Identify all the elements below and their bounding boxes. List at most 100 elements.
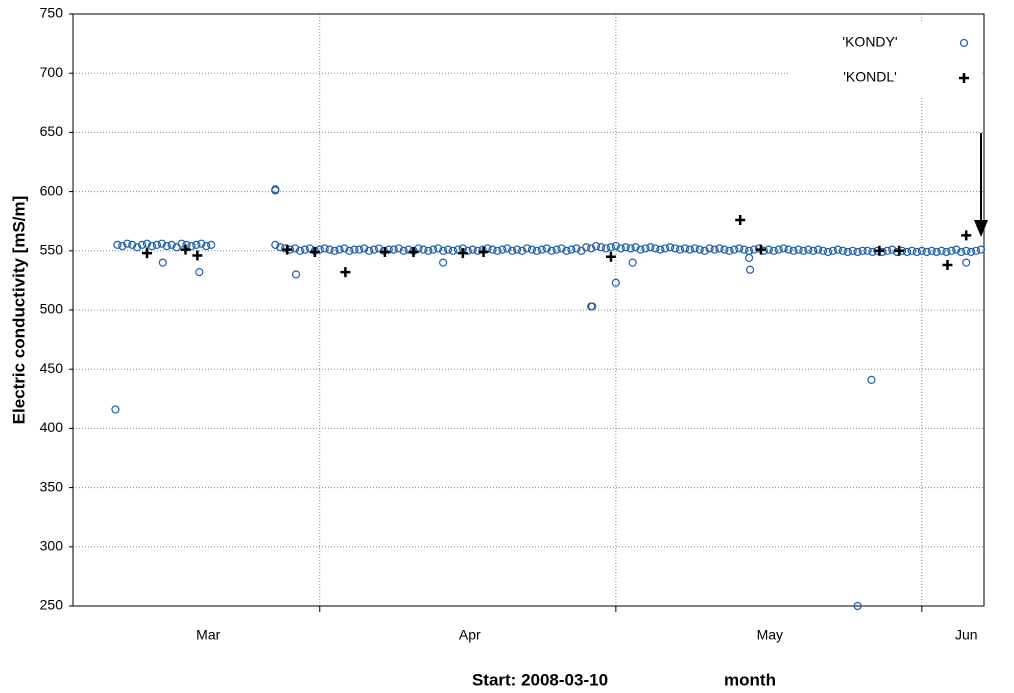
- circle-marker: [611, 278, 620, 287]
- circle-marker: [680, 244, 690, 253]
- circle-marker: [429, 245, 438, 254]
- circle-marker: [345, 246, 354, 255]
- legend-marker: [959, 73, 969, 83]
- circle-marker: [942, 247, 951, 257]
- circle-marker: [128, 240, 137, 249]
- x-tick-label: Mar: [196, 627, 220, 643]
- plus-marker: [408, 246, 419, 257]
- circle-marker: [804, 245, 813, 254]
- circle-marker: [972, 246, 981, 255]
- plus-marker: [605, 251, 616, 262]
- circle-marker: [522, 244, 532, 253]
- circle-marker: [912, 247, 921, 257]
- x-axis-start-label: Start: 2008-03-10: [472, 670, 608, 689]
- circle-marker: [557, 244, 566, 253]
- circle-marker: [626, 244, 635, 253]
- legend-label: 'KONDL': [843, 69, 897, 85]
- circle-marker: [300, 245, 310, 254]
- circle-marker: [527, 245, 537, 254]
- circle-marker: [111, 405, 120, 414]
- circle-marker: [947, 246, 956, 255]
- circle-marker: [158, 258, 167, 267]
- circle-marker: [271, 240, 280, 249]
- circle-marker: [468, 245, 477, 254]
- circle-marker: [335, 245, 344, 254]
- circle-marker: [118, 241, 127, 251]
- circle-marker: [745, 265, 755, 274]
- circle-marker: [740, 245, 749, 254]
- circle-marker: [858, 246, 867, 255]
- circle-marker: [838, 246, 847, 255]
- circle-marker: [611, 241, 620, 251]
- circle-marker: [675, 245, 685, 254]
- circle-marker: [809, 246, 818, 255]
- circle-marker: [503, 244, 512, 253]
- annotation-arrowhead: [974, 220, 988, 237]
- circle-marker: [823, 247, 833, 257]
- circle-marker: [690, 244, 699, 253]
- x-tick-label: Jun: [955, 627, 978, 643]
- circle-marker: [192, 240, 201, 249]
- circle-marker: [276, 243, 285, 252]
- circle-marker: [902, 247, 912, 257]
- y-tick-label: 700: [40, 64, 64, 80]
- circle-marker: [542, 244, 551, 253]
- circle-marker: [952, 245, 961, 254]
- circle-marker: [399, 246, 408, 255]
- circle-marker: [695, 245, 704, 254]
- circle-marker: [962, 246, 971, 255]
- circle-marker: [562, 246, 571, 255]
- circle-marker: [917, 246, 926, 255]
- circle-marker: [799, 246, 808, 255]
- circle-marker: [937, 246, 946, 255]
- plus-marker: [309, 246, 320, 257]
- circle-marker: [355, 245, 364, 254]
- circle-marker: [853, 247, 862, 257]
- circle-marker: [601, 244, 611, 253]
- circle-marker: [700, 246, 709, 255]
- circle-marker: [666, 243, 675, 252]
- y-tick-label: 650: [40, 123, 64, 139]
- circle-marker: [582, 243, 591, 252]
- circle-marker: [794, 245, 803, 254]
- circle-marker: [325, 245, 334, 254]
- circle-marker: [932, 247, 941, 257]
- circle-marker: [572, 244, 581, 253]
- legend-label: 'KONDY': [842, 34, 897, 50]
- circle-marker: [710, 245, 719, 254]
- circle-marker: [621, 243, 630, 252]
- circle-marker: [137, 240, 147, 249]
- circle-marker: [744, 253, 754, 263]
- legend: 'KONDY' 'KONDL': [790, 22, 980, 96]
- circle-marker: [142, 239, 152, 248]
- plus-marker: [457, 248, 468, 259]
- circle-marker: [720, 245, 729, 254]
- circle-marker: [350, 245, 359, 254]
- circle-marker: [596, 243, 606, 252]
- circle-marker: [774, 245, 783, 254]
- circle-marker: [330, 246, 339, 255]
- y-tick-label: 450: [40, 360, 64, 376]
- legend-box: [790, 22, 980, 96]
- plus-marker: [379, 246, 390, 257]
- circle-marker: [976, 245, 986, 254]
- y-tick-label: 600: [40, 182, 64, 198]
- circle-marker: [567, 245, 576, 254]
- plus-marker: [755, 244, 766, 255]
- circle-marker: [962, 258, 971, 267]
- y-tick-label: 550: [40, 242, 64, 258]
- circle-marker: [957, 247, 966, 257]
- circle-marker: [715, 244, 724, 253]
- circle-marker: [606, 243, 616, 252]
- circle-marker: [113, 240, 122, 249]
- circle-marker: [517, 246, 527, 255]
- circle-marker: [735, 244, 744, 253]
- circle-marker: [187, 241, 196, 251]
- circle-marker: [439, 258, 448, 267]
- circle-marker: [814, 245, 823, 254]
- circle-marker: [833, 245, 843, 254]
- circle-marker: [295, 246, 305, 255]
- circle-marker: [434, 244, 443, 253]
- plus-marker: [942, 260, 953, 271]
